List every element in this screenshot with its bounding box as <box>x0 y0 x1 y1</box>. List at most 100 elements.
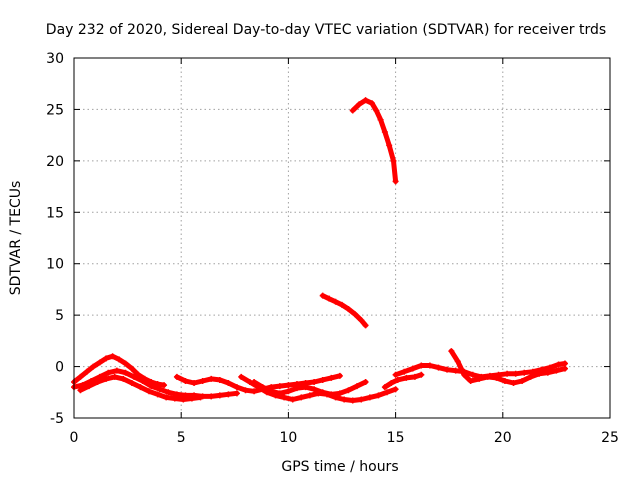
series-arc-1 <box>71 353 168 389</box>
y-tick-label: -5 <box>50 411 64 427</box>
data-point <box>512 370 519 377</box>
y-tick-label: 15 <box>46 205 64 221</box>
y-tick-label: 5 <box>55 308 64 324</box>
data-point <box>326 295 333 302</box>
data-point <box>345 387 352 394</box>
data-point <box>171 395 178 402</box>
data-point <box>469 371 476 378</box>
data-point <box>268 388 275 395</box>
data-point <box>493 374 500 381</box>
data-point <box>139 377 146 384</box>
data-point <box>238 373 245 380</box>
data-point <box>191 380 198 387</box>
data-point <box>345 305 352 312</box>
data-point <box>77 373 84 380</box>
series-arc-6 <box>251 379 369 398</box>
data-point <box>225 380 232 387</box>
data-point <box>476 375 483 382</box>
data-point <box>392 371 399 378</box>
y-tick-label: 30 <box>46 51 64 67</box>
data-point <box>390 157 397 164</box>
data-point <box>467 377 474 384</box>
data-point <box>233 384 240 391</box>
data-point <box>94 379 101 385</box>
y-tick-label: 20 <box>46 154 64 170</box>
series-trace <box>350 97 399 184</box>
data-point <box>302 384 309 391</box>
data-point <box>128 365 135 372</box>
data-point <box>403 374 410 381</box>
data-point <box>225 391 232 398</box>
y-axis-label: SDTVAR / TECUs <box>8 181 24 296</box>
x-axis-label: GPS time / hours <box>281 459 398 475</box>
x-tick-label: 25 <box>601 430 619 446</box>
data-point <box>341 396 348 403</box>
data-point <box>77 387 84 394</box>
data-point <box>208 393 215 400</box>
data-point <box>435 364 442 371</box>
x-tick-label: 15 <box>387 430 405 446</box>
data-point <box>173 373 180 380</box>
data-point <box>561 360 568 367</box>
data-point <box>83 368 90 375</box>
data-point <box>311 379 318 385</box>
data-point <box>409 365 416 372</box>
data-point <box>418 362 425 369</box>
data-point <box>163 394 170 401</box>
data-point <box>180 396 187 403</box>
data-point <box>444 366 451 373</box>
data-point <box>96 359 103 366</box>
data-point <box>384 389 391 396</box>
data-point <box>148 383 155 390</box>
data-point <box>103 355 110 362</box>
data-point <box>411 373 418 380</box>
data-point <box>546 364 553 371</box>
data-point <box>109 353 116 360</box>
data-point <box>311 386 318 393</box>
data-point <box>293 385 300 392</box>
data-point <box>251 379 258 385</box>
plot-frame <box>73 57 611 419</box>
data-point <box>276 390 283 397</box>
data-point <box>285 382 292 389</box>
data-point <box>156 386 163 393</box>
data-point <box>216 376 223 383</box>
data-point <box>242 387 249 394</box>
data-point <box>452 367 459 374</box>
data-point <box>510 380 517 387</box>
data-point <box>362 322 369 329</box>
series-arc-10 <box>448 348 568 387</box>
data-point <box>418 371 425 378</box>
series-arc-3 <box>77 373 204 403</box>
data-point <box>504 370 511 377</box>
data-point <box>137 384 144 391</box>
data-point <box>401 368 408 375</box>
data-point <box>521 369 528 376</box>
data-point <box>251 388 258 395</box>
data-point <box>120 375 127 382</box>
data-point <box>362 97 369 104</box>
data-point <box>319 292 326 299</box>
x-tick-label: 5 <box>177 430 186 446</box>
axis-ticks: 0 5 10 15 20 25 -5 0 5 10 15 20 25 30 <box>46 51 619 446</box>
data-point <box>373 107 380 114</box>
data-point <box>392 178 399 185</box>
data-point <box>381 129 388 136</box>
data-point <box>332 298 339 305</box>
data-point <box>369 100 376 107</box>
data-point <box>131 373 138 380</box>
data-point <box>128 380 135 387</box>
y-tick-label: 25 <box>46 102 64 118</box>
data-point <box>306 392 313 399</box>
series-arc-8 <box>349 97 399 185</box>
data-point <box>146 388 153 395</box>
data-point <box>555 361 562 368</box>
data-point <box>351 311 358 318</box>
data-point <box>527 373 534 380</box>
data-point <box>349 107 356 114</box>
series-arc-4 <box>173 372 343 395</box>
data-point <box>375 392 382 399</box>
data-point <box>90 363 97 370</box>
data-point <box>197 394 204 401</box>
data-point <box>165 389 172 396</box>
